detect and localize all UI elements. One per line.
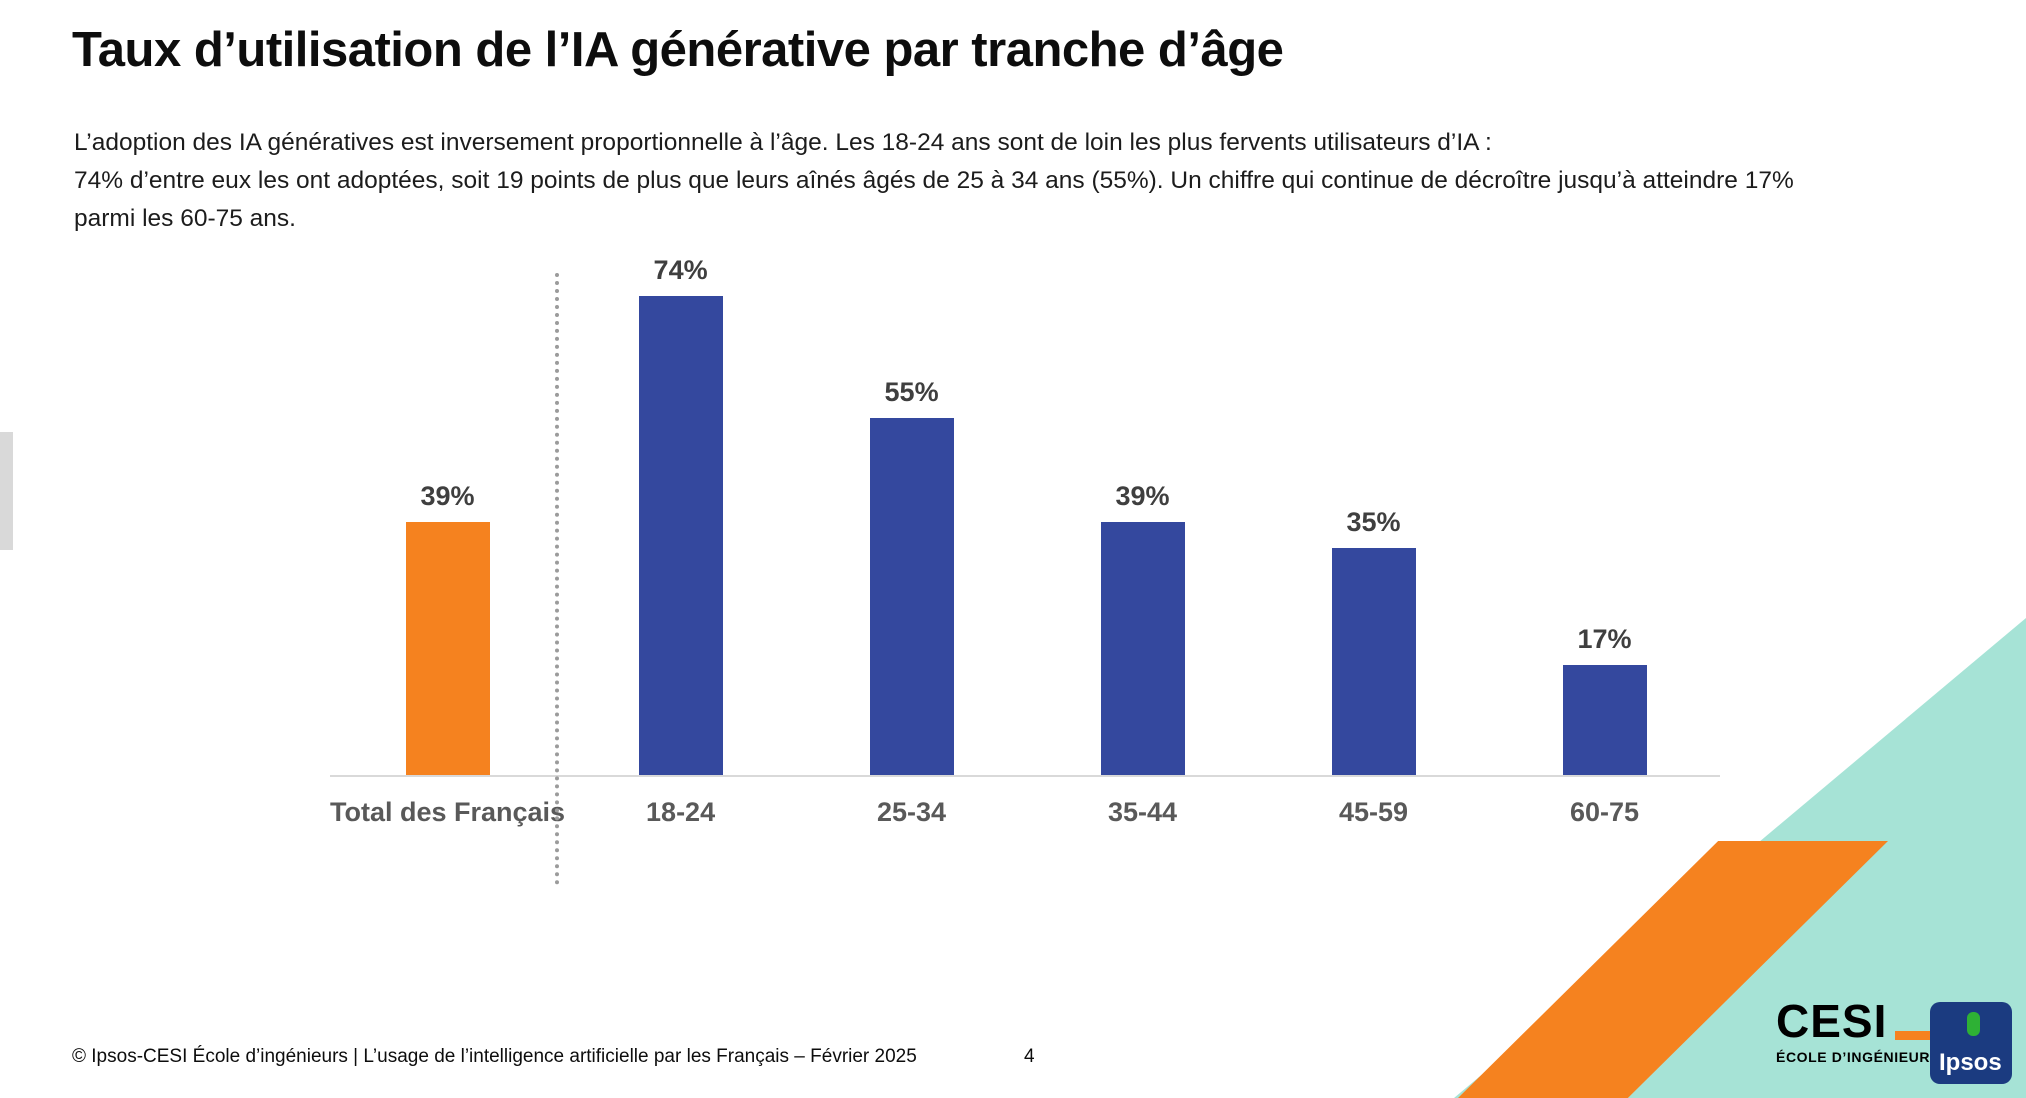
cesi-tagline: ÉCOLE D’INGÉNIEURS <box>1776 1049 1941 1065</box>
category-label: 25-34 <box>877 797 947 827</box>
footer-credit: © Ipsos-CESI École d’ingénieurs | L’usag… <box>72 1046 917 1067</box>
cesi-logo-text: CESI <box>1776 995 1888 1047</box>
slide-subtitle: L’adoption des IA génératives est invers… <box>74 124 1794 238</box>
ipsos-green-icon <box>1967 1012 1980 1036</box>
chart-bar <box>405 521 490 775</box>
chart-column: 35% 45-59 <box>1258 255 1489 845</box>
chart-column: 39% Total des Français <box>330 255 565 845</box>
chart-bar <box>638 296 723 775</box>
chart-bar <box>1100 521 1185 775</box>
bar-value-label: 74% <box>653 255 708 285</box>
subtitle-line: L’adoption des IA génératives est invers… <box>74 129 1492 156</box>
chart-column: 17% 60-75 <box>1489 255 1720 845</box>
category-label: 60-75 <box>1569 797 1640 827</box>
cesi-underscore-icon <box>1895 1031 1932 1040</box>
chart-column: 74% 18-24 <box>565 255 796 845</box>
category-label: 35-44 <box>1108 797 1178 827</box>
category-label: Total des Français <box>330 797 566 827</box>
chart-bar <box>1562 664 1647 775</box>
cesi-logo: CESI ÉCOLE D’INGÉNIEURS <box>1776 998 1940 1065</box>
chart-columns: 39% Total des Français 74% 18-24 55% 25-34 39%… <box>330 255 1720 845</box>
category-label: 45-59 <box>1338 797 1409 827</box>
chart-bar <box>869 417 954 775</box>
subtitle-line: parmi les 60-75 ans. <box>74 205 296 232</box>
x-axis-line <box>330 775 1720 777</box>
page-title: Taux d’utilisation de l’IA générative pa… <box>72 23 1284 77</box>
dotted-separator <box>555 273 559 885</box>
bar-value-label: 39% <box>1115 480 1170 511</box>
bar-value-label: 17% <box>1577 623 1632 654</box>
bar-value-label: 39% <box>420 480 475 511</box>
left-edge-decoration <box>0 432 13 550</box>
bar-value-label: 55% <box>884 376 939 407</box>
ipsos-logo: Ipsos <box>1930 1002 2012 1084</box>
category-label: 18-24 <box>646 797 716 827</box>
ipsos-logo-text: Ipsos <box>1939 1049 2002 1076</box>
chart-column: 39% 35-44 <box>1027 255 1258 845</box>
bar-chart: 39% Total des Français 74% 18-24 55% 25-34 39%… <box>330 255 1720 895</box>
page-number: 4 <box>1024 1046 1035 1067</box>
chart-column: 55% 25-34 <box>796 255 1027 845</box>
bar-value-label: 35% <box>1346 506 1401 537</box>
subtitle-line: 74% d’entre eux les ont adoptées, soit 1… <box>74 167 1794 194</box>
chart-bar <box>1331 547 1416 775</box>
